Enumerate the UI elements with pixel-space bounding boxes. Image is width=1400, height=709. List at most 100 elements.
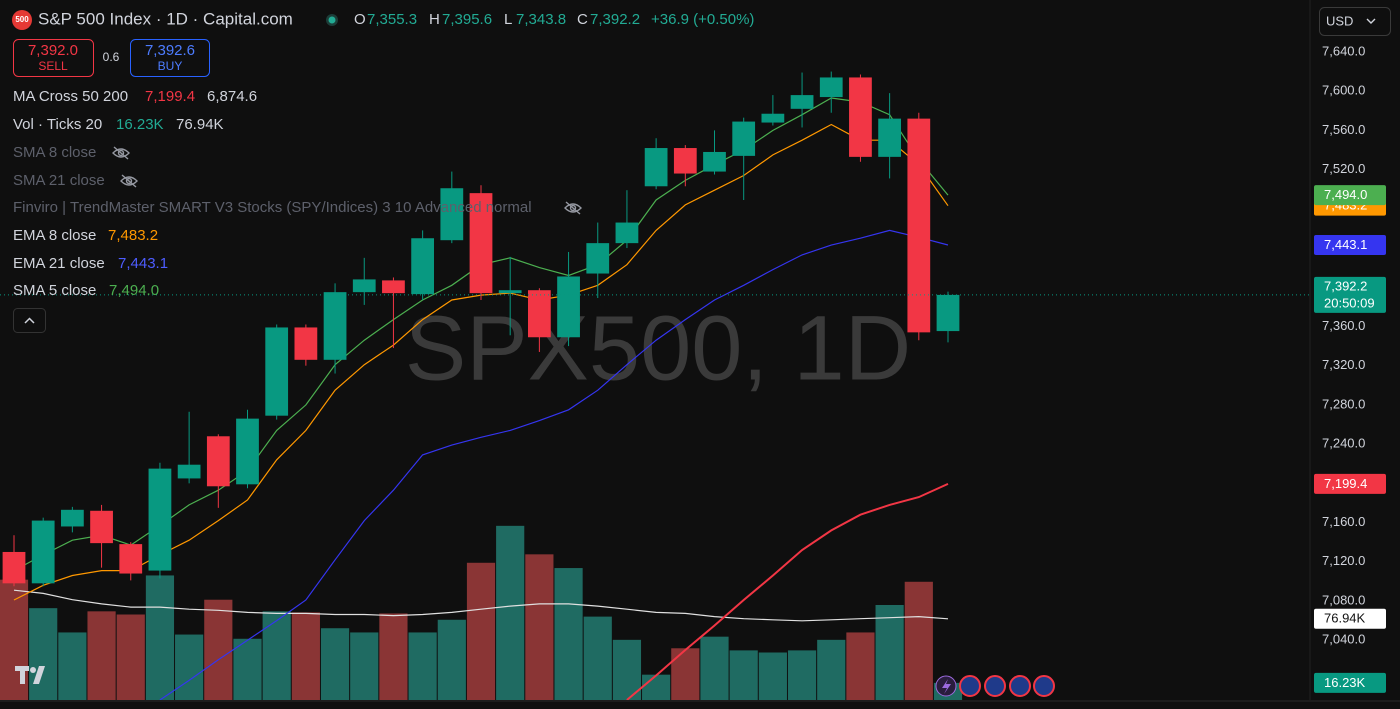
legend-name[interactable]: SMA 5 close xyxy=(13,282,96,299)
candle-body xyxy=(265,327,289,416)
event-bolt xyxy=(942,679,951,694)
volume-bar xyxy=(175,634,204,700)
ohlc-value: 7,355.3 xyxy=(367,11,417,28)
candle-body xyxy=(936,294,960,332)
event-flag[interactable] xyxy=(984,675,1006,697)
volume-bar xyxy=(466,562,496,700)
legend-name[interactable]: MA Cross 50 200 xyxy=(13,88,128,105)
volume-ma-box-text: 76.94K xyxy=(1324,611,1366,626)
candle-body xyxy=(294,327,318,360)
legend-value: 7,494.0 xyxy=(109,282,159,299)
volume-bar xyxy=(612,639,642,700)
collapse-icon[interactable] xyxy=(24,317,35,324)
volume-bar xyxy=(671,648,700,700)
event-flag[interactable] xyxy=(959,675,981,697)
y-tick-label: 7,360.0 xyxy=(1322,318,1365,333)
volume-bar xyxy=(320,628,350,700)
volume-bar xyxy=(525,554,554,700)
eye-off-icon[interactable] xyxy=(564,201,582,215)
candle-body xyxy=(90,510,113,544)
ohlc-value: 7,343.8 xyxy=(516,11,566,28)
y-tick-label: 7,640.0 xyxy=(1322,43,1365,58)
legend-value: 7,443.1 xyxy=(118,255,168,272)
legend-name[interactable]: Vol · Ticks 20 xyxy=(13,116,102,133)
spread: 0.6 xyxy=(103,50,120,64)
collapse-button[interactable] xyxy=(13,308,46,333)
candle-body xyxy=(527,290,551,338)
ohlc-value: 7,395.6 xyxy=(442,11,492,28)
candle-body xyxy=(819,77,843,98)
y-tick-label: 7,280.0 xyxy=(1322,396,1365,411)
volume-bar xyxy=(145,575,175,700)
legend-value: 7,199.4 xyxy=(145,88,195,105)
currency-button[interactable] xyxy=(1319,7,1391,36)
symbol-logo xyxy=(12,10,32,30)
event-icons xyxy=(935,675,1055,697)
legend-hidden[interactable]: SMA 21 close xyxy=(13,172,105,189)
volume-bar xyxy=(758,652,787,700)
buy-button[interactable] xyxy=(130,39,210,77)
series-price-box-text: 7,494.0 xyxy=(1324,187,1367,202)
y-tick-label: 7,560.0 xyxy=(1322,122,1365,137)
candle-body xyxy=(644,148,668,187)
candle-body xyxy=(148,468,172,571)
y-tick-label: 7,320.0 xyxy=(1322,357,1365,372)
symbol-title[interactable]: S&P 500 Index · 1D · Capital.com xyxy=(38,9,293,28)
candle-body xyxy=(236,418,259,485)
sell-price[interactable]: 7,392.0 xyxy=(28,42,78,59)
event-flag[interactable] xyxy=(1009,675,1031,697)
ohlc-key: O xyxy=(354,11,366,28)
y-tick-label: 7,240.0 xyxy=(1322,436,1365,451)
logo-text: 500 xyxy=(15,15,29,24)
eye-off-icon[interactable] xyxy=(120,174,138,188)
volume-ma-box xyxy=(1314,608,1386,629)
volume-bar xyxy=(700,636,729,700)
volume-bar xyxy=(496,525,525,700)
series-price-box xyxy=(1314,235,1386,255)
candle-body xyxy=(849,77,872,157)
legend-value: 76.94K xyxy=(176,116,224,133)
legend-hidden[interactable]: SMA 8 close xyxy=(13,144,96,161)
ohlc-key: H xyxy=(429,11,440,28)
legend-value: 7,483.2 xyxy=(108,227,158,244)
candle-body xyxy=(177,464,201,479)
tv-logo[interactable] xyxy=(15,666,45,684)
candle-body xyxy=(469,193,493,294)
volume-bar xyxy=(379,613,408,700)
candle-body xyxy=(60,509,84,527)
candle-body xyxy=(206,436,230,487)
volume-box-text: 16.23K xyxy=(1324,675,1366,690)
volume-bar xyxy=(233,638,262,700)
candle-body xyxy=(907,118,931,333)
volume-bar xyxy=(554,568,583,700)
ohlc-key: C xyxy=(577,11,588,28)
ohlc-key: L xyxy=(504,11,512,28)
y-tick-label: 7,160.0 xyxy=(1322,514,1365,529)
buy-label[interactable]: BUY xyxy=(158,59,183,73)
series-price-box-text: 7,443.1 xyxy=(1324,237,1367,252)
volume-bar xyxy=(729,650,758,700)
legend-hidden[interactable]: Finviro | TrendMaster SMART V3 Stocks (S… xyxy=(13,199,532,216)
volume-ma-line xyxy=(13,589,949,622)
currency-chevron[interactable] xyxy=(1366,18,1376,24)
eye-off-icon[interactable] xyxy=(112,146,130,160)
legend-name[interactable]: EMA 21 close xyxy=(13,255,105,272)
ohlc-value: 7,392.2 xyxy=(590,11,640,28)
volume-bar xyxy=(87,611,116,700)
sell-button[interactable] xyxy=(13,39,94,77)
volume-box xyxy=(1314,672,1386,693)
last-price-text: 7,392.2 xyxy=(1324,278,1367,293)
candle-body xyxy=(498,290,522,294)
currency-label[interactable]: USD xyxy=(1326,13,1353,28)
candle-body xyxy=(119,544,143,574)
sell-label[interactable]: SELL xyxy=(38,59,68,73)
candle-body xyxy=(703,151,726,172)
buy-price[interactable]: 7,392.6 xyxy=(145,42,195,59)
volume-bar xyxy=(875,605,904,700)
legend-name[interactable]: EMA 8 close xyxy=(13,227,96,244)
volume-bar xyxy=(408,632,437,700)
event-flag[interactable] xyxy=(1033,675,1055,697)
series-price-box xyxy=(1314,473,1386,494)
